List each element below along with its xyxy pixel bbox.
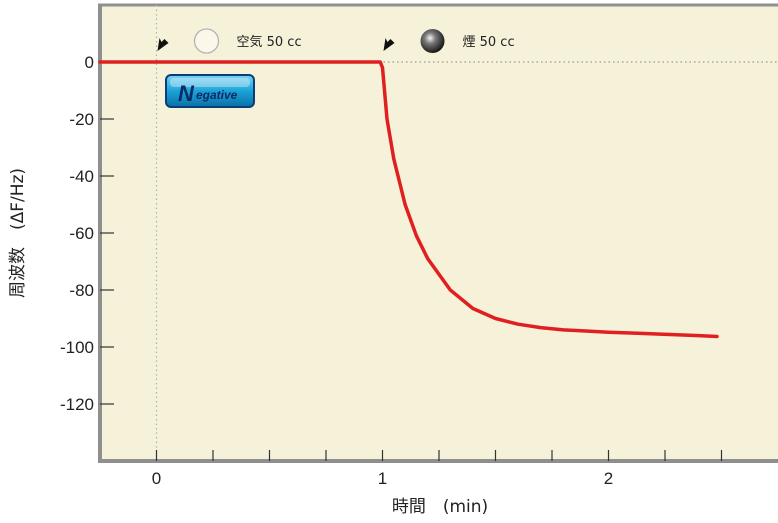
y-axis-title: 周波数 (ΔF/Hz)	[8, 168, 28, 298]
solid-sphere-icon	[420, 29, 445, 53]
y-tick-label: 0	[85, 53, 94, 72]
annotation-label: 煙 50 cc	[463, 35, 515, 50]
x-tick-label: 2	[604, 469, 613, 488]
x-tick-label: 1	[378, 469, 387, 488]
plot-background	[100, 5, 778, 461]
badge-gloss	[170, 78, 250, 87]
y-tick-label: -120	[60, 395, 94, 414]
y-tick-label: -100	[60, 338, 94, 357]
x-tick-label: 0	[152, 469, 161, 488]
badge-rest: egative	[196, 88, 238, 102]
annotation-0: 空気 50 cc	[157, 26, 302, 54]
arrow-icon	[157, 26, 178, 51]
y-tick-label: -60	[69, 224, 94, 243]
y-tick-label: -40	[69, 167, 94, 186]
y-tick-label: -20	[69, 110, 94, 129]
x-axis-title: 時間 (min)	[392, 497, 488, 517]
annotation-1: 煙 50 cc	[383, 26, 515, 53]
series-line-0	[98, 60, 719, 339]
badge-initial: N	[178, 81, 195, 106]
arrow-icon	[383, 26, 404, 51]
hollow-circle-icon	[193, 28, 220, 54]
y-tick-label: -80	[69, 281, 94, 300]
badge-frame	[165, 74, 255, 108]
annotation-label: 空気 50 cc	[237, 34, 302, 50]
